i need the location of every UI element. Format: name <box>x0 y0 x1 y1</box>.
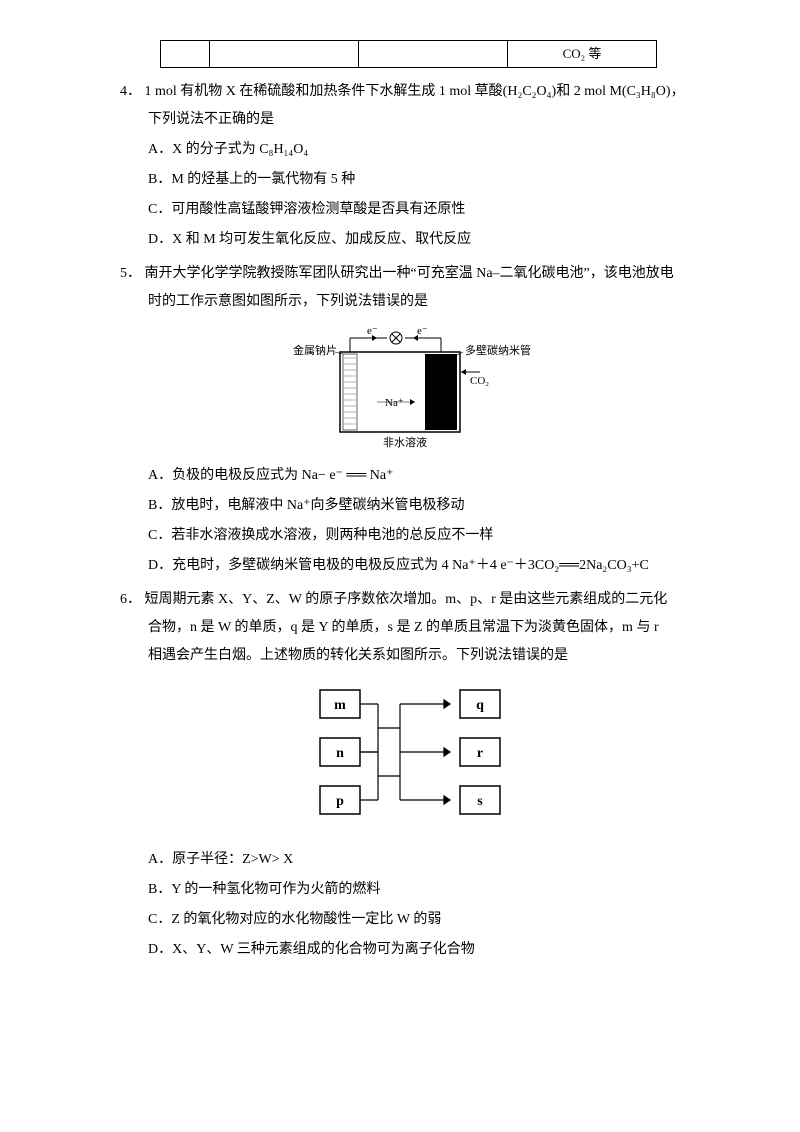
box-s: s <box>477 794 483 809</box>
e-left-label: e⁻ <box>367 325 378 337</box>
box-n: n <box>336 746 344 761</box>
left-electrode-label: 金属钠片 <box>293 343 337 357</box>
q4-stem-line1: 1 mol 有机物 X 在稀硫酸和加热条件下水解生成 1 mol 草酸(H₂C₂… <box>145 84 685 99</box>
q4-number: 4． <box>120 84 141 99</box>
q6-stem-line2: 合物，n 是 W 的单质，q 是 Y 的单质，s 是 Z 的单质且常温下为淡黄色… <box>148 614 710 642</box>
solution-label: 非水溶液 <box>383 435 427 449</box>
q5-stem-line1: 南开大学化学学院教授陈军团队研究出一种“可充室温 Na–二氧化碳电池”，该电池放… <box>145 266 674 281</box>
flow-diagram: m n p q r s <box>300 678 530 838</box>
cell-0 <box>161 41 210 68</box>
box-q: q <box>476 698 484 713</box>
cell-1 <box>210 41 359 68</box>
cell-2 <box>359 41 508 68</box>
q6-opt-a: A．原子半径：Z>W> X <box>148 846 710 874</box>
q5-opt-a: A．负极的电极反应式为 Na− e⁻ ══ Na⁺ <box>148 462 710 490</box>
box-m: m <box>334 698 346 713</box>
question-6: 6． 短周期元素 X、Y、Z、W 的原子序数依次增加。m、p、r 是由这些元素组… <box>120 586 710 964</box>
q4-opt-d: D．X 和 M 均可发生氧化反应、加成反应、取代反应 <box>148 226 710 254</box>
q5-figure: e⁻ e⁻ CO₂ Na⁺ 金属钠片 多壁碳纳米管 非水溶液 <box>120 324 710 454</box>
q4-stem-line2: 下列说法不正确的是 <box>148 106 710 134</box>
q4-options: A．X 的分子式为 C₈H₁₄O₄ B．M 的烃基上的一氯代物有 5 种 C．可… <box>148 136 710 254</box>
co2-label: CO₂ <box>470 375 489 387</box>
cell-3: CO₂ 等 <box>508 41 657 68</box>
q5-opt-d: D．充电时，多壁碳纳米管电极的电极反应式为 4 Na⁺＋4 e⁻＋3CO₂══2… <box>148 552 710 580</box>
q6-options: A．原子半径：Z>W> X B．Y 的一种氢化物可作为火箭的燃料 C．Z 的氧化… <box>148 846 710 964</box>
q5-opt-b: B．放电时，电解液中 Na⁺向多壁碳纳米管电极移动 <box>148 492 710 520</box>
q6-stem-line1: 短周期元素 X、Y、Z、W 的原子序数依次增加。m、p、r 是由这些元素组成的二… <box>145 592 668 607</box>
e-right-label: e⁻ <box>417 325 428 337</box>
q6-stem-line3: 相遇会产生白烟。上述物质的转化关系如图所示。下列说法错误的是 <box>148 642 710 670</box>
q5-number: 5． <box>120 266 141 281</box>
q4-opt-c: C．可用酸性高锰酸钾溶液检测草酸是否具有还原性 <box>148 196 710 224</box>
q4-opt-a: A．X 的分子式为 C₈H₁₄O₄ <box>148 136 710 164</box>
question-4: 4． 1 mol 有机物 X 在稀硫酸和加热条件下水解生成 1 mol 草酸(H… <box>120 78 710 254</box>
q6-number: 6． <box>120 592 141 607</box>
q6-opt-d: D．X、Y、W 三种元素组成的化合物可为离子化合物 <box>148 936 710 964</box>
box-p: p <box>336 794 344 809</box>
top-table: CO₂ 等 <box>160 40 657 68</box>
q6-opt-c: C．Z 的氧化物对应的水化物酸性一定比 W 的弱 <box>148 906 710 934</box>
question-5: 5． 南开大学化学学院教授陈军团队研究出一种“可充室温 Na–二氧化碳电池”，该… <box>120 260 710 580</box>
box-r: r <box>477 746 483 761</box>
na-label: Na⁺ <box>385 397 404 409</box>
battery-diagram: e⁻ e⁻ CO₂ Na⁺ 金属钠片 多壁碳纳米管 非水溶液 <box>285 324 545 454</box>
q6-figure: m n p q r s <box>120 678 710 838</box>
q4-opt-b: B．M 的烃基上的一氯代物有 5 种 <box>148 166 710 194</box>
q5-opt-c: C．若非水溶液换成水溶液，则两种电池的总反应不一样 <box>148 522 710 550</box>
right-electrode-label: 多壁碳纳米管 <box>465 343 531 357</box>
q5-stem-line2: 时的工作示意图如图所示，下列说法错误的是 <box>148 288 710 316</box>
q6-opt-b: B．Y 的一种氢化物可作为火箭的燃料 <box>148 876 710 904</box>
q5-options: A．负极的电极反应式为 Na− e⁻ ══ Na⁺ B．放电时，电解液中 Na⁺… <box>148 462 710 580</box>
